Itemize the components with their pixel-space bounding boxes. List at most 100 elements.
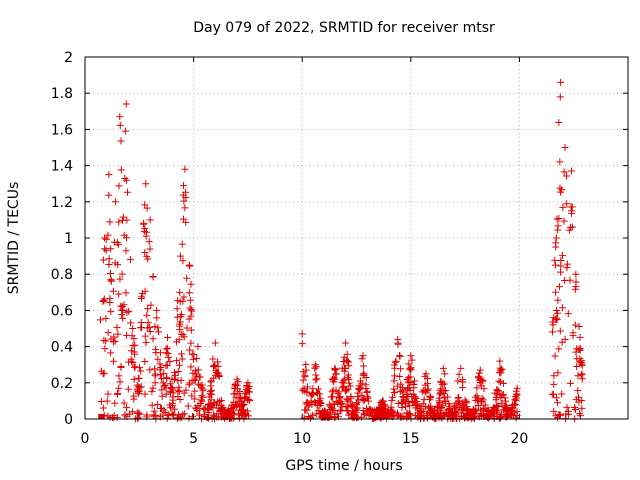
data-point [499,406,507,414]
data-point [550,407,558,415]
y-tick-label: 0.4 [51,340,73,356]
data-point [556,93,564,101]
data-point [176,288,184,296]
data-point [563,403,571,411]
data-point [459,376,467,384]
data-point [116,378,124,386]
data-point [207,388,215,396]
data-point [406,365,414,373]
data-point [241,390,249,398]
data-point [205,401,213,409]
data-point [107,275,115,283]
data-point [557,188,565,196]
data-point [298,340,306,348]
data-point [558,390,566,398]
data-point [568,203,576,211]
data-point-peak [122,100,130,108]
data-point [337,398,345,406]
data-point [118,270,126,278]
data-point [553,414,561,422]
data-point [119,213,127,221]
data-point-peak [164,334,172,342]
data-point [512,387,520,395]
data-point [143,411,151,419]
data-point [135,374,143,382]
data-point [394,400,402,408]
data-point [193,355,201,363]
data-point [180,197,188,205]
data-point [358,391,366,399]
data-point [321,414,329,422]
data-point [146,245,154,253]
data-point [130,335,138,343]
data-point [459,412,467,420]
data-point [141,390,149,398]
y-tick-label: 1.8 [51,86,73,102]
data-point [312,371,320,379]
data-point [182,188,190,196]
data-point [121,411,129,419]
data-point [578,361,586,369]
data-point [555,283,563,291]
data-point [129,358,137,366]
data-point [149,335,157,343]
data-point [144,319,152,327]
data-point [149,273,157,281]
data-point [574,387,582,395]
data-point [552,307,560,315]
data-point [109,338,117,346]
data-point [343,350,351,358]
data-point [559,304,567,312]
data-point [170,411,178,419]
data-point [105,255,113,263]
data-point [351,407,359,415]
data-point-peak [557,78,565,86]
data-point [421,381,429,389]
data-point-peak [298,330,306,338]
data-point [440,411,448,419]
data-point [115,218,123,226]
data-point [213,410,221,418]
data-point [158,386,166,394]
data-point-peak [116,113,124,121]
data-point-peak [576,346,584,354]
data-point [166,380,174,388]
data-point [138,289,146,297]
data-point [130,348,138,356]
data-point [183,274,191,282]
data-point [165,411,173,419]
data-point [142,338,150,346]
data-point [476,377,484,385]
data-point [113,323,121,331]
data-point [195,373,203,381]
data-point [178,355,186,363]
data-point-floor [381,414,388,419]
data-point [416,407,424,415]
y-axis-label: SRMTID / TECUs [6,182,22,295]
data-point [141,358,149,366]
data-point [100,296,108,304]
data-point [101,345,109,353]
data-point [187,326,195,334]
data-point [173,357,181,365]
data-point [118,306,126,314]
data-point [313,375,321,383]
data-point [156,360,164,368]
data-point [332,386,340,394]
data-point [191,367,199,375]
data-point [474,402,482,410]
data-point [477,382,485,390]
data-point [408,356,416,364]
data-point [343,396,351,404]
data-point [405,360,413,368]
data-point [478,397,486,405]
data-point [137,324,145,332]
data-point [552,288,560,296]
data-point [495,377,503,385]
data-point [327,403,335,411]
data-point [194,401,202,409]
data-point [141,332,149,340]
data-point [566,379,574,387]
data-point [336,406,344,414]
